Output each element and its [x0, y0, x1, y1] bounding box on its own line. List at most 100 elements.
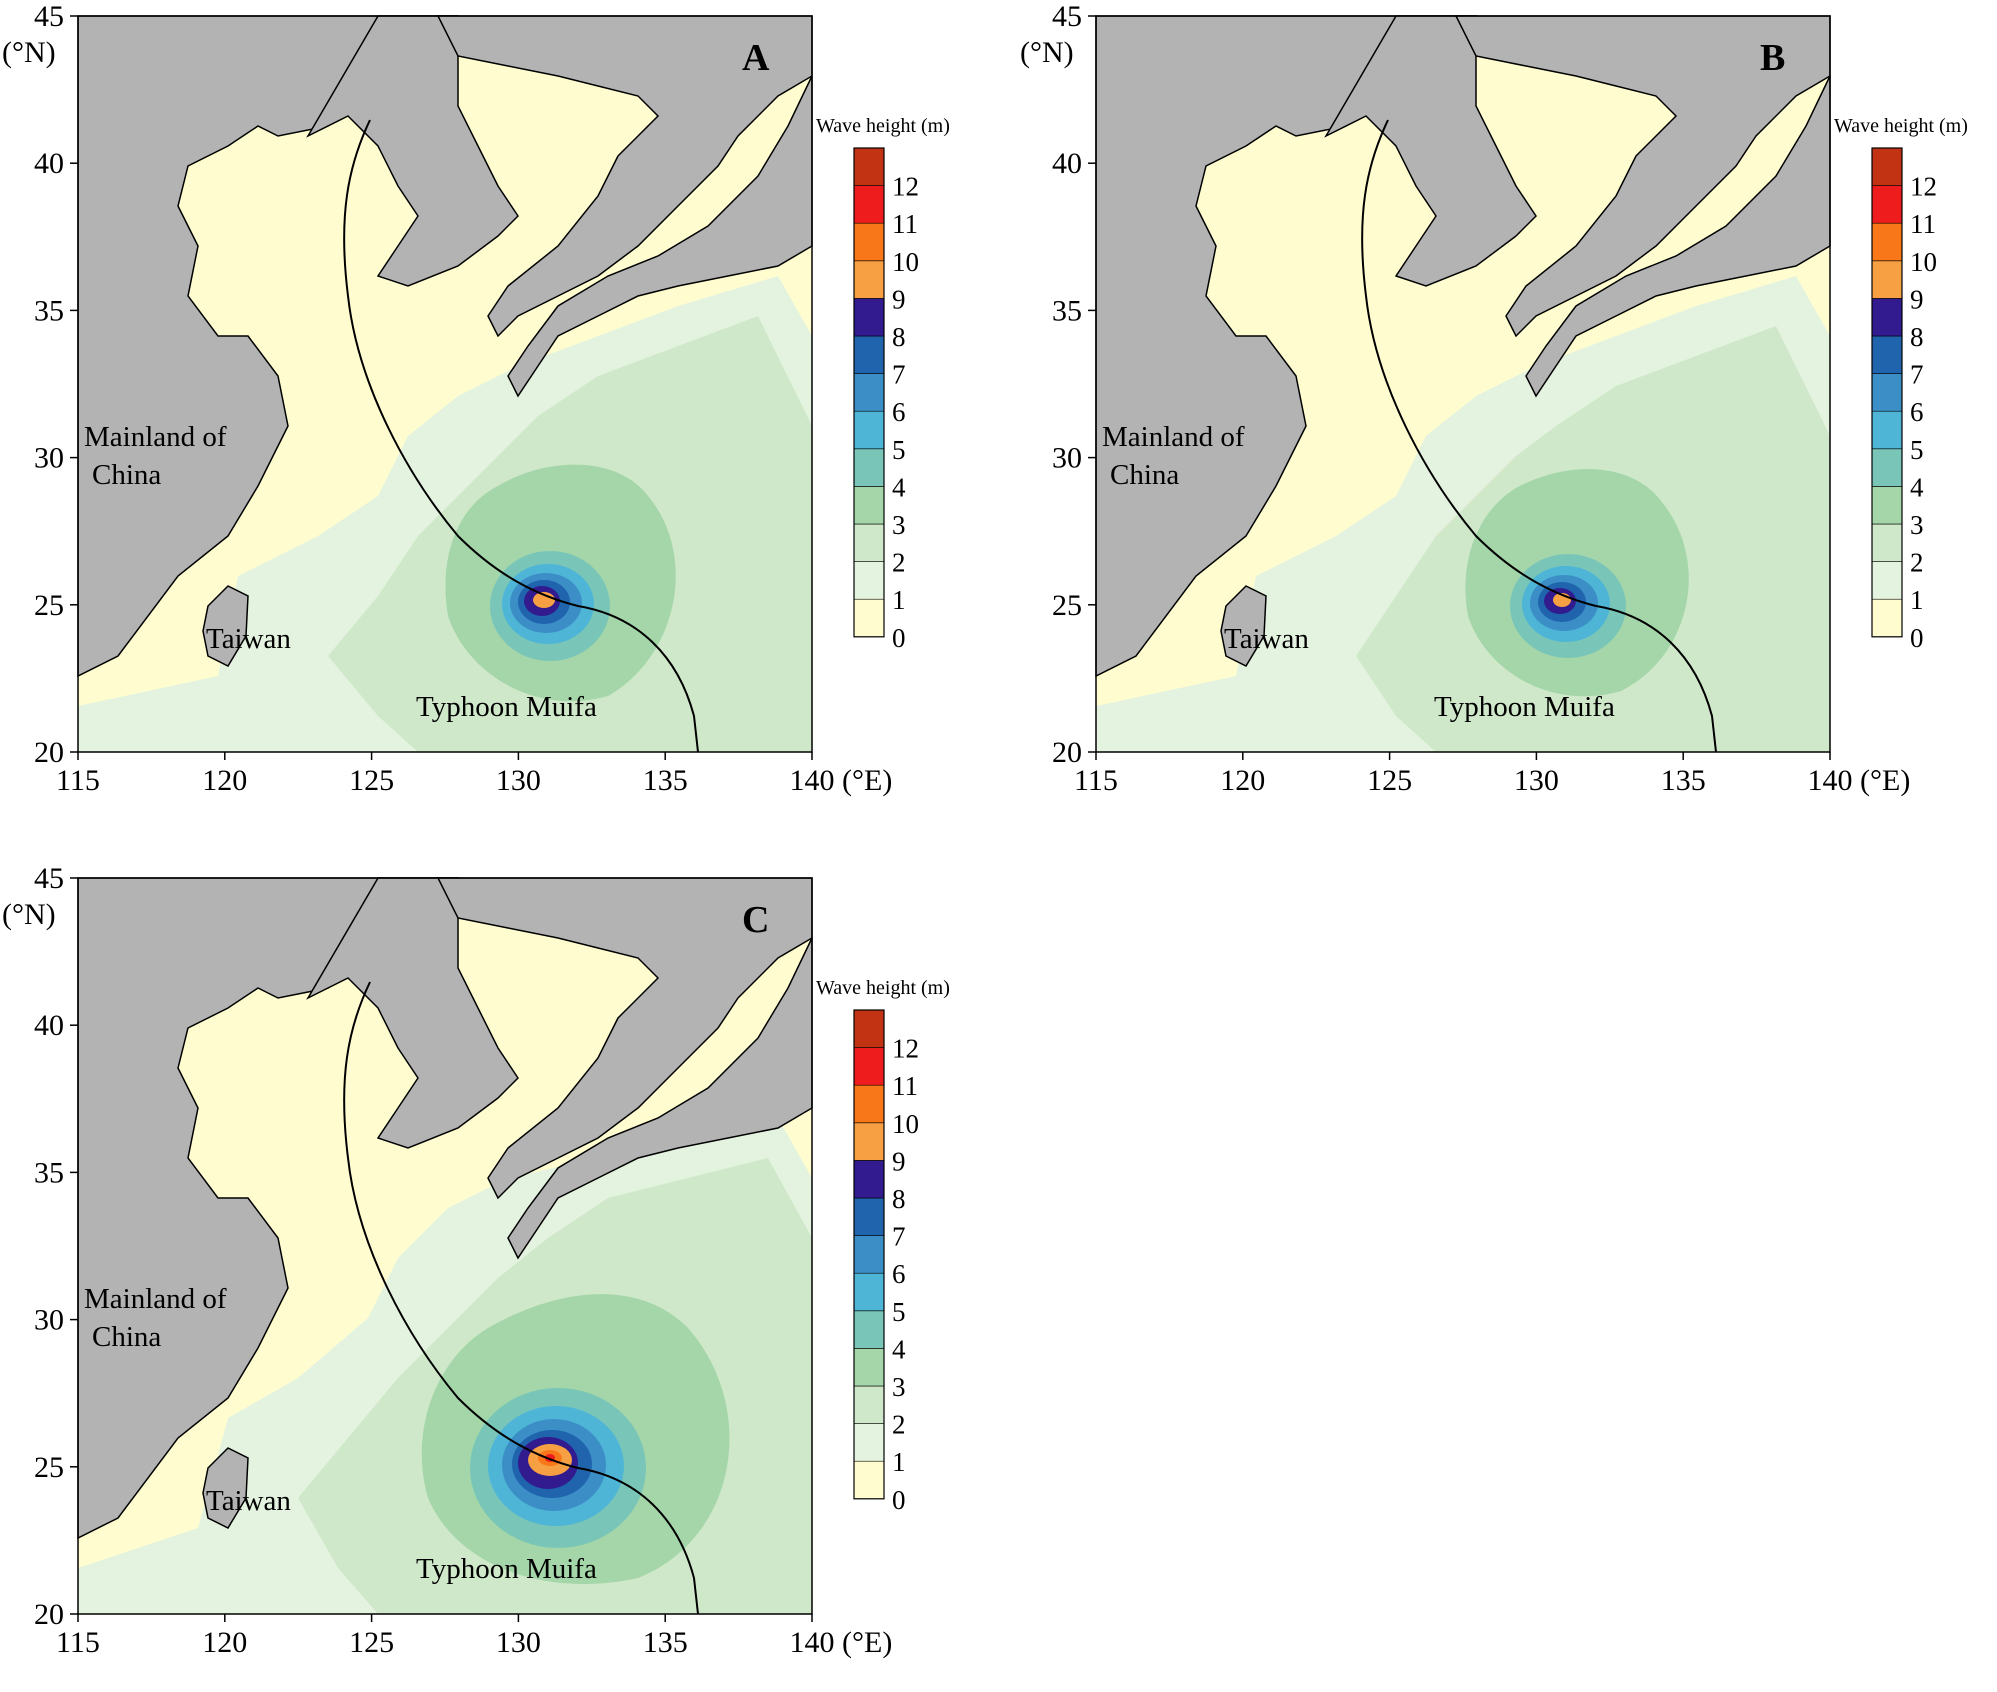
mainland-label-line1: Mainland of — [1102, 421, 1245, 453]
colorbar-swatch — [1871, 373, 1903, 412]
land-japan-north — [1454, 15, 1831, 338]
lon-tick-label: 140 — [790, 764, 835, 797]
panel-a: 20 25 30 35 40 45 115 120 125 130 135 140 (°N) (°E… — [0, 0, 960, 820]
lon-tick-label: 125 — [349, 1626, 394, 1659]
map-border — [77, 15, 813, 753]
lat-tick-label: 35 — [1052, 294, 1082, 327]
lat-tick-label: 30 — [1052, 442, 1082, 475]
colorbar-tick-label: 4 — [892, 472, 906, 502]
colorbar-tick-label: 11 — [892, 209, 918, 239]
colorbar-tick-label: 12 — [892, 172, 919, 202]
colorbar-tick-label: 0 — [1910, 623, 1924, 653]
colorbar-tick-label: 6 — [1910, 397, 1924, 427]
colorbar-tick-label: 9 — [1910, 284, 1924, 314]
colorbar-swatch — [853, 1009, 885, 1048]
typhoon-track — [1361, 119, 1717, 753]
colorbar-swatch — [1871, 448, 1903, 487]
colorbar-swatch — [853, 185, 885, 224]
colorbar-tick-label: 10 — [892, 247, 919, 277]
colorbar-swatch — [853, 1423, 885, 1462]
lat-tick-label: 35 — [34, 1156, 64, 1189]
colorbar-tick-label: 11 — [1910, 209, 1936, 239]
map-border — [1095, 15, 1831, 753]
colorbar-tick-label: 2 — [892, 1410, 906, 1440]
colorbar-tick-label: 1 — [1910, 585, 1924, 615]
lon-ticks: 115 120 125 130 135 140 — [1074, 752, 1853, 797]
lat-unit-label: (°N) — [1020, 36, 1074, 69]
colorbar-swatch — [1871, 147, 1903, 186]
land-japan-north — [436, 877, 813, 1200]
colorbar-tick-label: 7 — [892, 360, 906, 390]
lat-tick-label: 45 — [1052, 0, 1082, 33]
colorbar-swatch — [853, 523, 885, 562]
colorbar-tick-label: 0 — [892, 1485, 906, 1515]
colorbar-tick-label: 4 — [1910, 472, 1924, 502]
lon-ticks: 115 120 125 130 135 140 — [56, 1614, 835, 1659]
typhoon-track — [343, 981, 699, 1615]
lat-ticks: 20 25 30 35 40 45 — [34, 862, 78, 1631]
panel-letter-c: C — [742, 899, 769, 941]
colorbar-swatch — [853, 561, 885, 600]
colorbar-swatch — [853, 410, 885, 450]
lon-tick-label: 115 — [1074, 764, 1118, 797]
land-japan-south — [1525, 75, 1831, 398]
land-korea — [1324, 15, 1537, 287]
colorbar-swatch — [853, 1047, 885, 1086]
lat-tick-label: 20 — [1052, 736, 1082, 769]
colorbar-tick-label: 11 — [892, 1071, 918, 1101]
lat-tick-label: 25 — [1052, 589, 1082, 622]
map-frame — [77, 15, 813, 753]
colorbar-title: Wave height (m) — [1834, 115, 1968, 137]
lat-tick-label: 40 — [1052, 147, 1082, 180]
lat-tick-label: 45 — [34, 862, 64, 895]
typhoon-label: Typhoon Muifa — [416, 691, 597, 723]
colorbar-swatch — [853, 260, 885, 299]
lat-unit-label: (°N) — [2, 898, 56, 931]
land-korea — [306, 877, 519, 1149]
colorbar-tick-label: 10 — [1910, 247, 1937, 277]
colorbar-tick-label: 7 — [892, 1222, 906, 1252]
colorbar-tick-label: 8 — [892, 1184, 906, 1214]
mainland-label-line2: China — [92, 459, 161, 491]
colorbar-swatch — [853, 298, 885, 337]
lon-tick-label: 120 — [1220, 764, 1265, 797]
panel-b: 20 25 30 35 40 45 115 120 125 130 135 140 (°N) (°E… — [1018, 0, 1978, 820]
lat-tick-label: 40 — [34, 147, 64, 180]
colorbar-swatch — [1871, 222, 1903, 262]
colorbar-swatch — [1871, 298, 1903, 337]
colorbar-swatch — [853, 486, 885, 525]
lon-tick-label: 130 — [496, 1626, 541, 1659]
lon-tick-label: 140 — [790, 1626, 835, 1659]
panel-letter-a: A — [742, 37, 770, 79]
lon-ticks: 115 120 125 130 135 140 — [56, 752, 835, 797]
colorbar-tick-label: 8 — [892, 322, 906, 352]
colorbar-swatch — [853, 1272, 885, 1312]
lat-tick-label: 25 — [34, 589, 64, 622]
lon-unit-label: (°E) — [1860, 764, 1910, 797]
colorbar-tick-label: 2 — [1910, 548, 1924, 578]
lat-ticks: 20 25 30 35 40 45 — [1052, 0, 1096, 769]
colorbar-tick-label: 4 — [892, 1334, 906, 1364]
mainland-label-line1: Mainland of — [84, 421, 227, 453]
lat-tick-label: 20 — [34, 736, 64, 769]
colorbar-swatch — [1871, 598, 1903, 638]
lat-tick-label: 20 — [34, 1598, 64, 1631]
colorbar-tick-label: 3 — [1910, 510, 1924, 540]
colorbar-swatch — [1871, 335, 1903, 374]
lon-tick-label: 130 — [496, 764, 541, 797]
colorbar-tick-label: 3 — [892, 510, 906, 540]
lon-tick-label: 120 — [202, 764, 247, 797]
lon-tick-label: 135 — [1661, 764, 1706, 797]
colorbar-swatch — [853, 147, 885, 186]
colorbar-swatch — [853, 1348, 885, 1387]
land-korea — [306, 15, 519, 287]
lat-tick-label: 30 — [34, 442, 64, 475]
typhoon-label: Typhoon Muifa — [1434, 691, 1615, 723]
panel-letter-b: B — [1760, 37, 1785, 79]
lon-unit-label: (°E) — [842, 764, 892, 797]
colorbar-swatch — [1871, 561, 1903, 600]
map-border — [77, 877, 813, 1615]
